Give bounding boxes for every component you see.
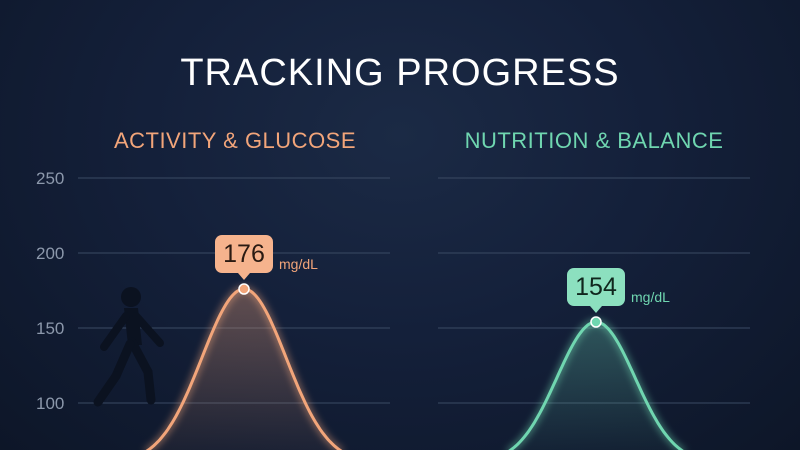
y-tick-label: 100	[36, 394, 64, 413]
nutrition-area	[510, 322, 682, 450]
nutrition-peak-label-pointer	[590, 306, 602, 313]
y-tick-label: 200	[36, 244, 64, 263]
right-chart: 154 mg/dL	[438, 177, 750, 450]
activity-area	[148, 289, 340, 450]
nutrition-peak-unit: mg/dL	[631, 289, 670, 305]
activity-peak-unit: mg/dL	[279, 256, 318, 272]
activity-peak-value: 176	[223, 240, 265, 268]
nutrition-peak-marker	[590, 316, 602, 328]
y-tick-label: 250	[36, 169, 64, 188]
page-title: TRACKING PROGRESS	[180, 52, 620, 94]
right-chart-title: NUTRITION & BALANCE	[464, 128, 724, 153]
nutrition-peak-value: 154	[575, 273, 617, 301]
activity-peak-marker	[238, 283, 250, 295]
left-chart-title: ACTIVITY & GLUCOSE	[113, 128, 357, 153]
activity-peak-label-box	[215, 235, 273, 273]
y-tick-label: 150	[36, 319, 64, 338]
nutrition-peak-label-box	[567, 268, 625, 306]
walking-person-icon	[93, 287, 164, 407]
activity-peak-label-pointer	[238, 273, 250, 280]
left-chart: 250 200 150 100 176 mg/dL	[36, 169, 390, 450]
